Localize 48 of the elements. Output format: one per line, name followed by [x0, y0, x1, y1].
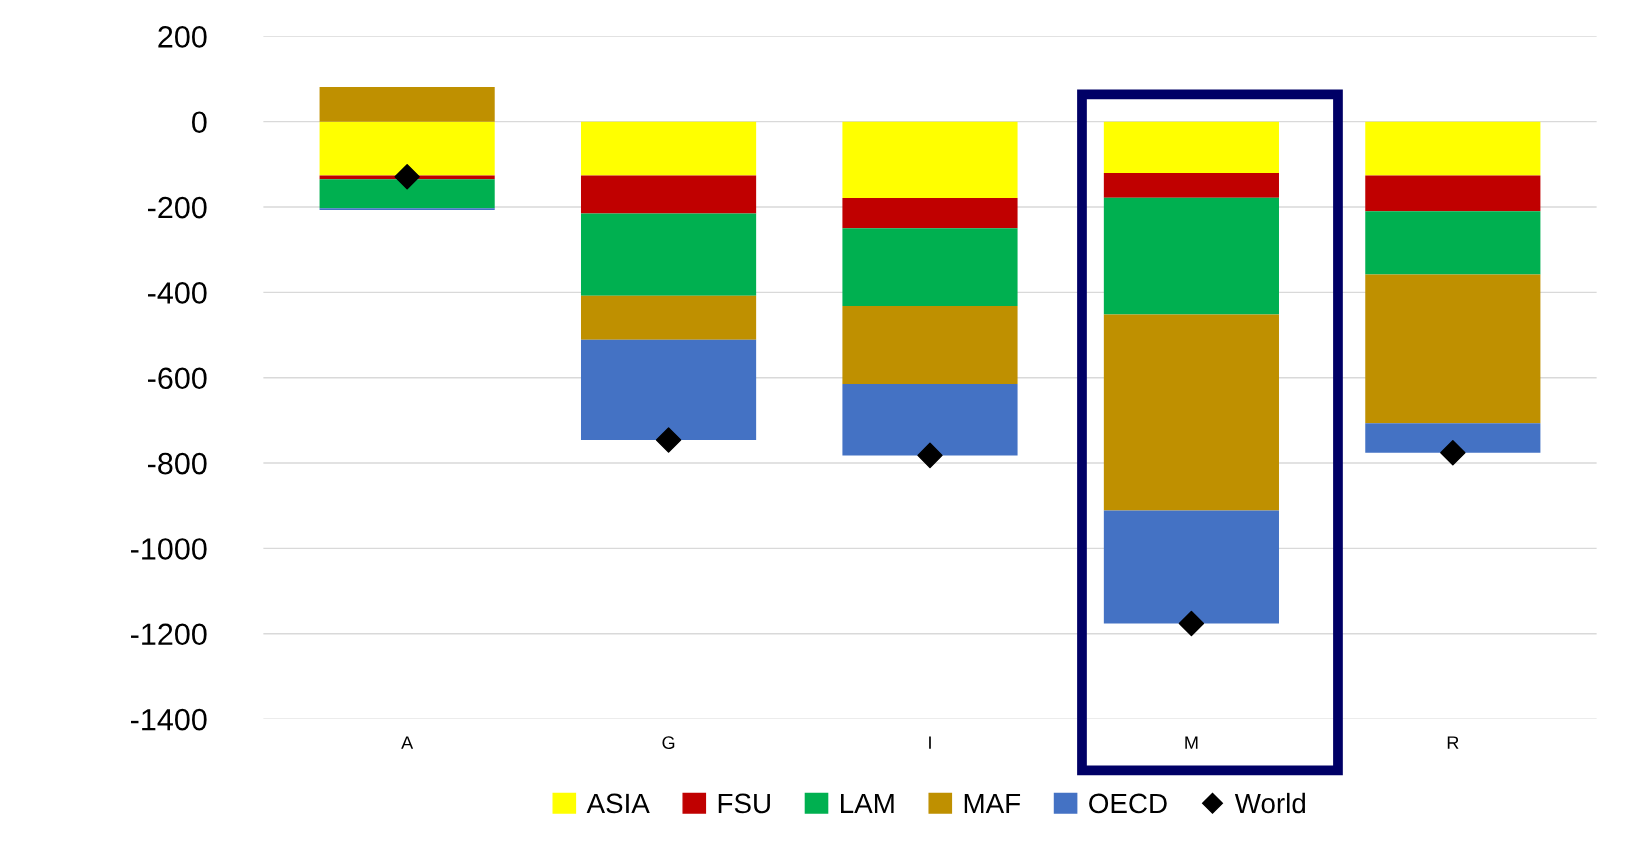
bar — [842, 384, 1018, 456]
x-tick-label: M — [1185, 736, 1198, 749]
bar — [1103, 121, 1279, 173]
bar — [319, 121, 495, 176]
x-tick-label: G — [662, 736, 675, 750]
bar — [580, 295, 757, 340]
x-tick-label: A — [401, 736, 414, 749]
legend-label: OECD — [1089, 793, 1167, 814]
y-tick-label: -400 — [148, 282, 207, 304]
bar — [1103, 172, 1279, 198]
y-tick-label: -1400 — [131, 708, 207, 731]
bar — [580, 339, 757, 441]
y-tick-label: -600 — [148, 367, 207, 390]
point — [1178, 610, 1205, 637]
point — [1440, 440, 1466, 466]
legend-label: MAF — [964, 793, 1021, 813]
bar — [580, 175, 757, 214]
y-tick-label: -800 — [148, 452, 207, 475]
y-tick-label: -1200 — [131, 623, 207, 646]
y-tick-label: 200 — [158, 26, 207, 48]
bar — [842, 121, 1018, 199]
bar — [1365, 274, 1541, 424]
bar — [1365, 211, 1541, 275]
bar — [319, 179, 495, 209]
bar — [842, 306, 1018, 385]
point — [394, 164, 420, 190]
bar — [1103, 314, 1279, 511]
bar — [842, 228, 1018, 307]
y-tick-label: 0 — [192, 111, 207, 134]
point — [917, 442, 943, 469]
x-tick-label: I — [929, 736, 931, 749]
legend-label: LAM — [841, 793, 894, 813]
bar — [1103, 510, 1279, 624]
legend-label: World — [1234, 792, 1305, 814]
point — [655, 427, 682, 453]
bar — [319, 87, 495, 122]
y-tick-label: -200 — [148, 196, 207, 219]
bar — [1365, 121, 1541, 176]
bar — [1365, 175, 1541, 212]
bar — [580, 121, 757, 176]
bar — [842, 198, 1018, 229]
legend-label: FSU — [718, 793, 770, 814]
y-tick-label: -1000 — [131, 538, 207, 560]
bar — [1103, 197, 1279, 315]
legend-label: ASIA — [586, 793, 650, 814]
x-tick-label: R — [1447, 736, 1459, 749]
bar — [1365, 423, 1541, 453]
bar — [580, 213, 757, 296]
